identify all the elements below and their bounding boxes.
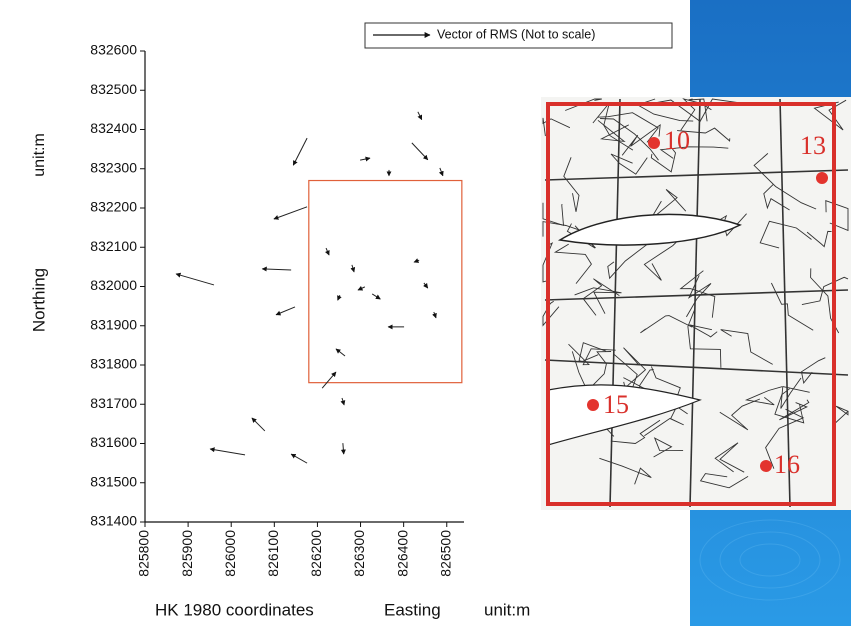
y-tick-label: 831900 <box>90 316 137 332</box>
x-tick-label: 826200 <box>308 530 324 577</box>
map-point-label: 15 <box>603 390 629 419</box>
y-tick-label: 831600 <box>90 434 137 450</box>
y-tick-label: 831700 <box>90 395 137 411</box>
y-tick-label: 832600 <box>90 42 137 58</box>
x-tick-label: 826400 <box>394 530 410 577</box>
y-tick-label: 831400 <box>90 513 137 529</box>
map-image: 10 13 15 16 <box>541 97 851 510</box>
x-tick-label: 826300 <box>351 530 367 577</box>
y-tick-label: 832300 <box>90 159 137 175</box>
map-point-label: 16 <box>774 450 800 479</box>
slide: {"chart_data": {"type": "quiver", "legen… <box>0 0 851 626</box>
map-point <box>760 460 772 472</box>
y-tick-label: 832400 <box>90 120 137 136</box>
x-tick-label: 826500 <box>437 530 453 577</box>
y-tick-label: 832100 <box>90 238 137 254</box>
x-tick-label: 826000 <box>222 530 238 577</box>
x-axis-label: HK 1980 coordinates <box>155 600 314 619</box>
map-point-label: 10 <box>664 126 690 155</box>
y-tick-label: 831500 <box>90 473 137 489</box>
map-point <box>816 172 828 184</box>
x-unit: unit:m <box>484 600 530 619</box>
y-unit: unit:m <box>31 133 48 177</box>
x-tick-label: 825900 <box>179 530 195 577</box>
map-point <box>587 399 599 411</box>
x-tick-label: 825800 <box>136 530 152 577</box>
x-tick-label: 826100 <box>265 530 281 577</box>
y-tick-label: 831800 <box>90 356 137 372</box>
y-tick-label: 832500 <box>90 81 137 97</box>
legend-label: Vector of RMS (Not to scale) <box>437 27 595 41</box>
map-point-label: 13 <box>800 131 826 160</box>
x-axis-label-2: Easting <box>384 600 441 619</box>
y-axis-label: Northing <box>29 268 48 332</box>
slide-canvas: Vector of RMS (Not to scale) unit:m Nort… <box>0 0 851 626</box>
y-tick-label: 832200 <box>90 199 137 215</box>
map-point <box>648 137 660 149</box>
y-tick-label: 832000 <box>90 277 137 293</box>
